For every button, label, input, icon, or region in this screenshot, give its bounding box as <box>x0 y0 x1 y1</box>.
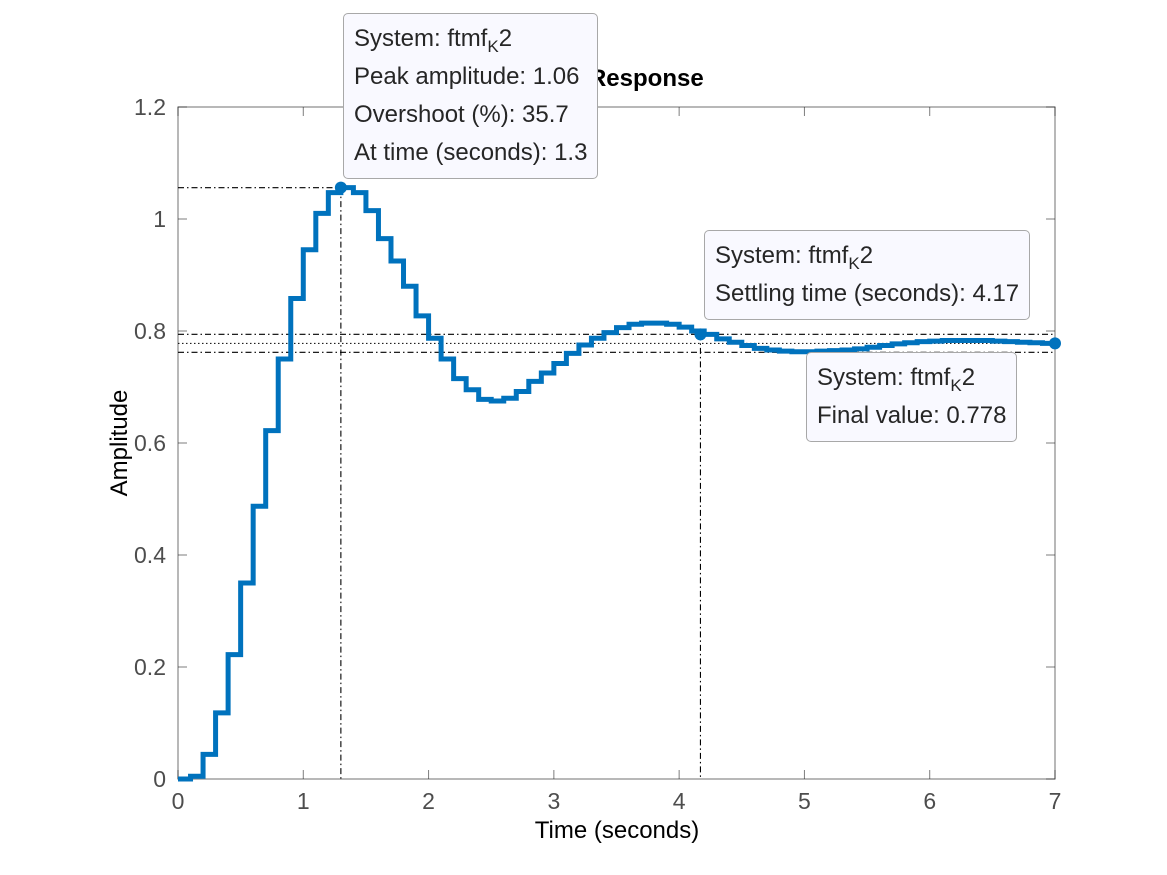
plot-area <box>177 106 1056 780</box>
datatip-settling[interactable]: System: ftmfK2 Settling time (seconds): … <box>704 230 1031 320</box>
x-tick-label: 1 <box>297 788 310 814</box>
x-tick-label: 4 <box>673 788 686 814</box>
datatip-settling-time: Settling time (seconds): 4.17 <box>715 280 1020 307</box>
x-tick-label: 7 <box>1049 788 1062 814</box>
datatip-final: Final value: 0.778 <box>817 402 1007 429</box>
x-tick-label: 2 <box>422 788 435 814</box>
y-tick-label: 0.8 <box>134 318 166 344</box>
series-layer <box>178 185 1055 782</box>
axis-ticks: 0 1 2 3 4 5 6 7 0 0.2 0.4 0.6 0.8 1 1.2 <box>134 94 1061 814</box>
y-tick-label: 0.6 <box>134 430 166 456</box>
y-tick-label: 1.2 <box>134 94 166 120</box>
y-tick-label: 0 <box>153 766 166 792</box>
step-response-line <box>178 185 1055 782</box>
x-tick-label: 0 <box>172 788 185 814</box>
axes-box <box>177 106 1056 780</box>
x-tick-label: 6 <box>923 788 936 814</box>
datatip-system-line: System: ftmfK2 <box>817 364 976 395</box>
datatip-final-value[interactable]: System: ftmfK2 Final value: 0.778 <box>806 352 1018 442</box>
x-axis-label: Time (seconds) <box>535 817 699 844</box>
y-tick-label: 0.4 <box>134 542 166 568</box>
y-axis-label: Amplitude <box>106 390 133 497</box>
datatip-system-line: System: ftmfK2 <box>354 25 513 56</box>
datatip-peak-time: At time (seconds): 1.3 <box>354 139 588 166</box>
peak-marker[interactable] <box>334 181 347 194</box>
x-tick-label: 5 <box>798 788 811 814</box>
datatip-system-line: System: ftmfK2 <box>715 242 874 273</box>
final-value-marker[interactable] <box>1049 337 1061 350</box>
datatip-overshoot: Overshoot (%): 35.7 <box>354 101 569 128</box>
y-tick-label: 1 <box>153 206 166 232</box>
characteristic-markers <box>334 181 1061 350</box>
settling-marker[interactable] <box>694 328 707 341</box>
datatip-peak[interactable]: System: ftmfK2 Peak amplitude: 1.06 Over… <box>343 13 599 179</box>
datatip-peak-amplitude: Peak amplitude: 1.06 <box>354 63 580 90</box>
x-tick-label: 3 <box>547 788 560 814</box>
y-tick-label: 0.2 <box>134 654 166 680</box>
